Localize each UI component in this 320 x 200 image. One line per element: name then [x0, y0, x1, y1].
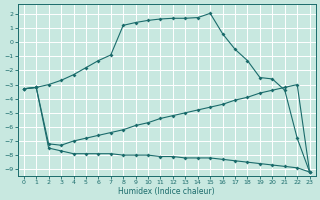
X-axis label: Humidex (Indice chaleur): Humidex (Indice chaleur): [118, 187, 215, 196]
